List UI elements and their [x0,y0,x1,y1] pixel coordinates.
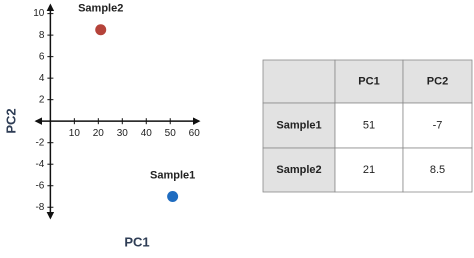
x-tick-label: 60 [189,128,201,139]
table-cell [262,102,336,149]
x-tick-label: 10 [69,128,81,139]
table-cell [262,147,336,193]
y-tick-label: -4 [35,159,44,170]
y-tick-label: -8 [35,202,44,213]
x-tick-label: 30 [117,128,129,139]
table-cell [402,59,473,104]
table-text: 8.5 [430,164,445,176]
table-cell [262,59,336,104]
y-tick-label: 10 [33,8,45,19]
y-tick-label: 4 [39,73,45,84]
y-tick-label: 6 [39,51,45,62]
y-tick-label: -2 [35,137,44,148]
point-label: Sample1 [150,169,195,181]
table-text: PC2 [427,75,448,87]
table-cell [334,147,404,193]
table-text: Sample1 [276,119,321,131]
point-label: Sample2 [78,3,123,15]
table-text: 51 [363,119,375,131]
point [167,190,179,202]
table-cell [334,59,404,104]
table-cell [334,102,404,149]
table: PC1 PC2 Sample1 51 -7 Sample2 21 8.5 [262,59,473,193]
y-axis-label: PC2 [3,108,18,133]
table-text: -7 [433,119,443,131]
y-tick-label: 8 [39,30,45,41]
x-tick-label: 50 [165,128,177,139]
x-tick-label: 40 [141,128,153,139]
table-cell [402,147,473,193]
point [95,24,107,36]
table-text: PC1 [358,75,379,87]
x-axis-label: PC1 [124,234,149,249]
x-tick-label: 20 [93,128,105,139]
table-text: 21 [363,164,375,176]
y-tick-label: 2 [39,94,45,105]
table-text: Sample2 [276,164,321,176]
y-tick-label: -6 [35,180,44,191]
